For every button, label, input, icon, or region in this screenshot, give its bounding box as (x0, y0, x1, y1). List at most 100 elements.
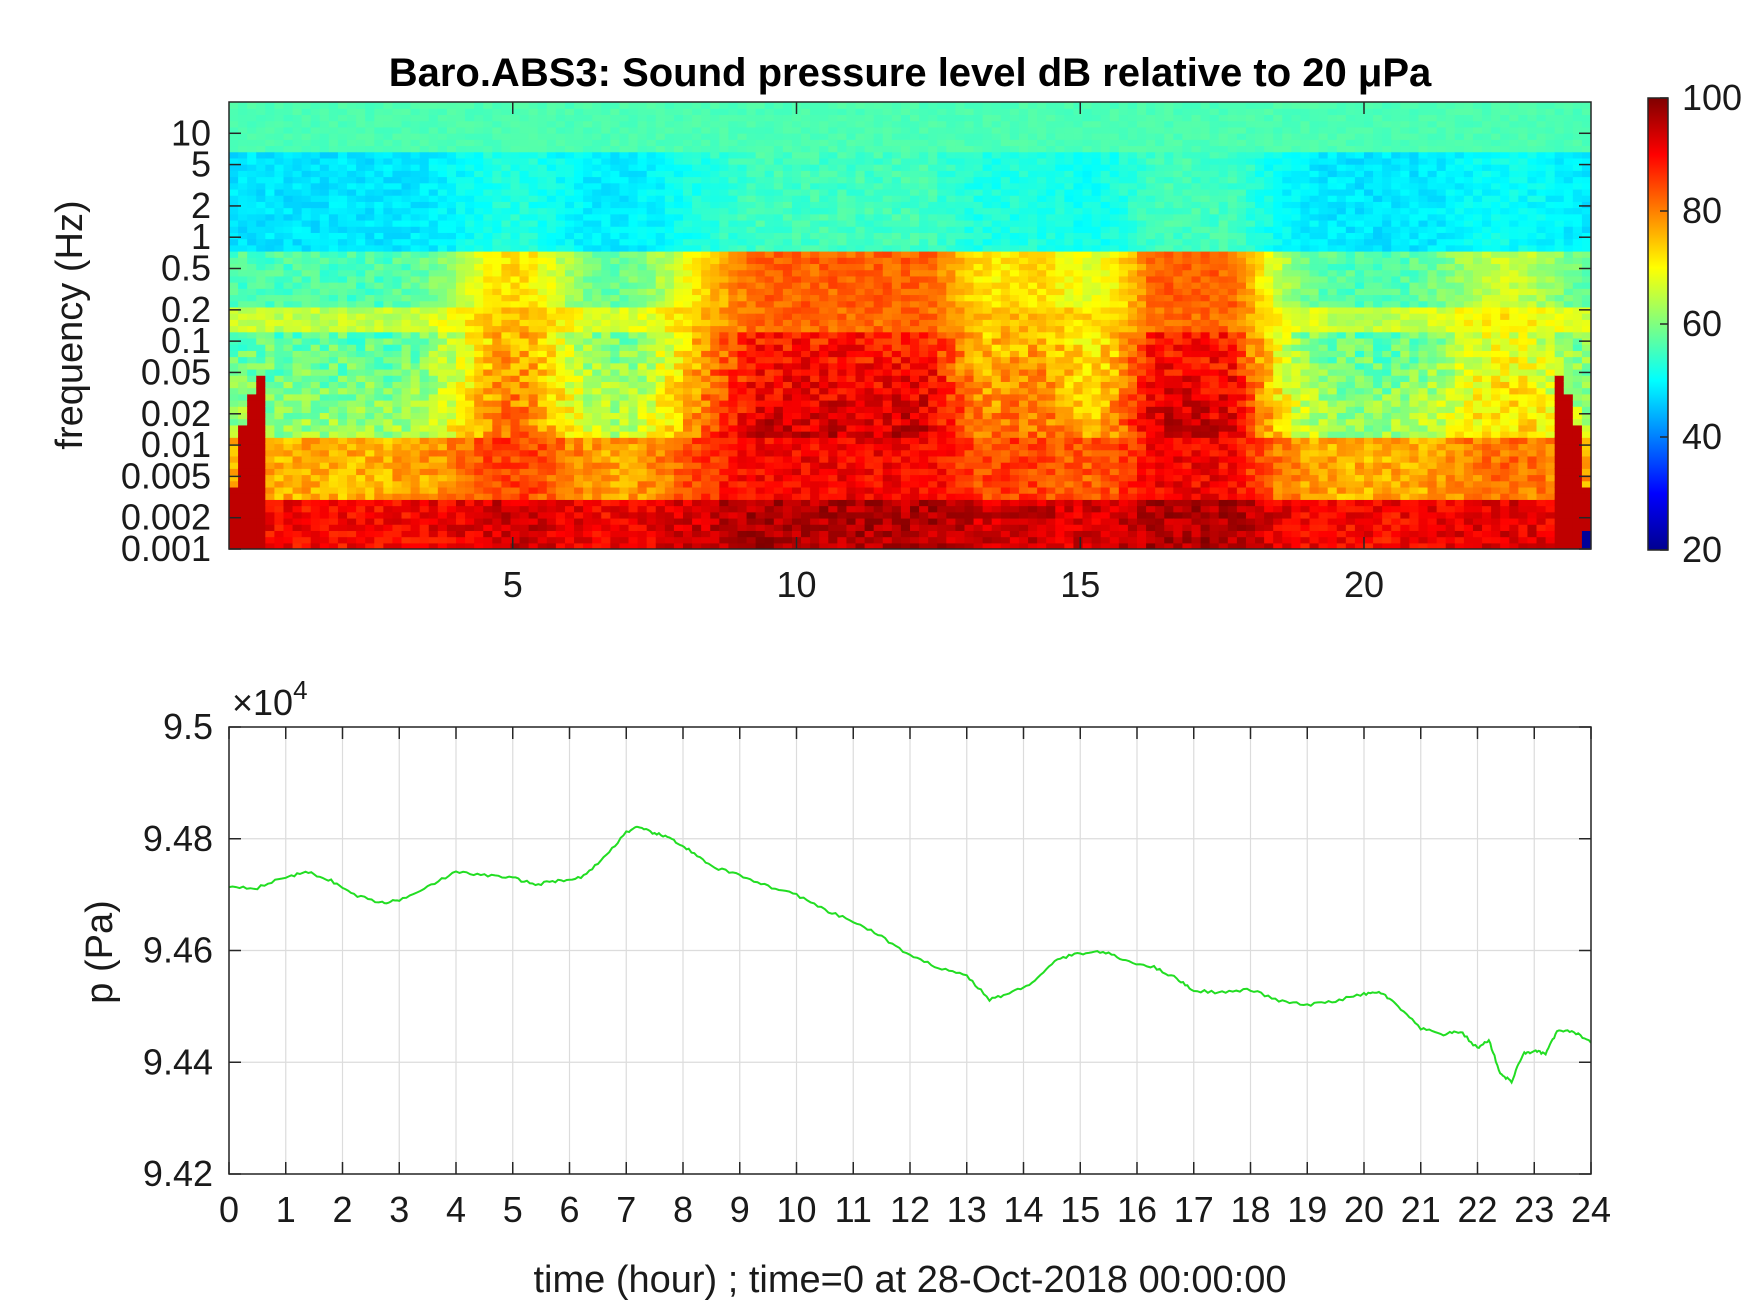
heatmap-cell (328, 145, 339, 153)
heatmap-cell (492, 462, 502, 469)
heatmap-cell (510, 151, 521, 159)
heatmap-cell (855, 530, 866, 538)
heatmap-cell (238, 337, 248, 345)
heatmap-cell (810, 164, 820, 171)
heatmap-cell (564, 443, 575, 451)
heatmap-cell (819, 542, 829, 549)
heatmap-cell (855, 455, 866, 463)
heatmap-cell (773, 393, 784, 401)
heatmap-cell (610, 294, 621, 302)
heatmap-cell (719, 157, 729, 165)
heatmap-cell (601, 133, 611, 140)
heatmap-cell (619, 300, 630, 308)
heatmap-cell (628, 232, 639, 240)
heatmap-cell (846, 114, 857, 122)
heatmap-cell (256, 313, 266, 320)
heatmap-cell (737, 244, 748, 252)
heatmap-cell (546, 102, 557, 109)
heatmap-cell (801, 505, 811, 513)
heatmap-cell (528, 133, 539, 140)
heatmap-cell (229, 362, 239, 370)
heatmap-cell (583, 263, 593, 271)
heatmap-cell (465, 269, 475, 277)
heatmap-cell (601, 244, 611, 252)
heatmap-cell (773, 431, 784, 438)
heatmap-cell (710, 294, 720, 302)
heatmap-cell (828, 151, 838, 159)
heatmap-cell (310, 213, 321, 221)
heatmap-cell (764, 182, 775, 190)
heatmap-cell (810, 139, 820, 147)
heatmap-cell (673, 480, 684, 488)
heatmap-cell (719, 474, 729, 482)
heatmap-cell (356, 151, 366, 159)
heatmap-cell (265, 400, 275, 407)
heatmap-cell (610, 164, 621, 171)
heatmap-cell (810, 207, 820, 215)
heatmap-cell (810, 499, 820, 507)
heatmap-cell (601, 511, 611, 519)
heatmap-cell (510, 120, 521, 128)
heatmap-cell (428, 288, 439, 296)
heatmap-cell (337, 449, 348, 457)
heatmap-cell (428, 294, 439, 302)
heatmap-cell (746, 164, 757, 171)
heatmap-cell (301, 356, 312, 364)
heatmap-cell (837, 530, 848, 538)
heatmap-cell (746, 207, 757, 215)
heatmap-cell (828, 375, 838, 382)
heatmap-cell (519, 400, 530, 407)
heatmap-cell (483, 381, 493, 389)
heatmap-cell (419, 263, 430, 271)
heatmap-cell (446, 170, 457, 178)
heatmap-cell (710, 213, 720, 221)
heatmap-cell (619, 474, 630, 482)
heatmap-cell (410, 468, 421, 476)
heatmap-cell (637, 213, 648, 221)
heatmap-cell (655, 157, 666, 165)
heatmap-cell (374, 449, 384, 457)
heatmap-cell (637, 201, 648, 209)
heatmap-cell (601, 462, 611, 469)
heatmap-cell (465, 313, 475, 320)
heatmap-cell (655, 381, 666, 389)
heatmap-cell (501, 108, 512, 116)
heatmap-cell (437, 114, 448, 122)
heatmap-cell (755, 362, 766, 370)
heatmap-cell (746, 449, 757, 457)
heatmap-cell (701, 238, 711, 246)
heatmap-cell (655, 188, 666, 196)
heatmap-cell (365, 275, 375, 283)
heatmap-cell (628, 145, 639, 153)
heatmap-cell (356, 263, 366, 271)
heatmap-cell (692, 263, 702, 271)
heatmap-cell (673, 462, 684, 469)
heatmap-cell (428, 505, 439, 513)
heatmap-cell (337, 387, 348, 395)
heatmap-cell (446, 151, 457, 159)
heatmap-cell (256, 474, 266, 482)
heatmap-cell (337, 331, 348, 339)
heatmap-cell (728, 182, 739, 190)
heatmap-cell (465, 443, 475, 451)
heatmap-cell (283, 269, 294, 277)
heatmap-cell (510, 213, 521, 221)
heatmap-cell (664, 406, 675, 414)
heatmap-cell (256, 133, 266, 140)
heatmap-cell (773, 114, 784, 122)
heatmap-cell (337, 517, 348, 525)
heatmap-cell (773, 350, 784, 358)
heatmap-cell (292, 474, 303, 482)
heatmap-cell (619, 133, 630, 140)
heatmap-cell (446, 387, 457, 395)
heatmap-cell (283, 207, 294, 215)
heatmap-cell (238, 213, 248, 221)
heatmap-cell (574, 511, 584, 519)
heatmap-cell (782, 418, 793, 426)
heatmap-cell (837, 120, 848, 128)
heatmap-cell (583, 486, 593, 494)
heatmap-cell (256, 294, 266, 302)
heatmap-cell (710, 412, 720, 420)
heatmap-cell (828, 325, 838, 333)
heatmap-cell (537, 213, 548, 221)
